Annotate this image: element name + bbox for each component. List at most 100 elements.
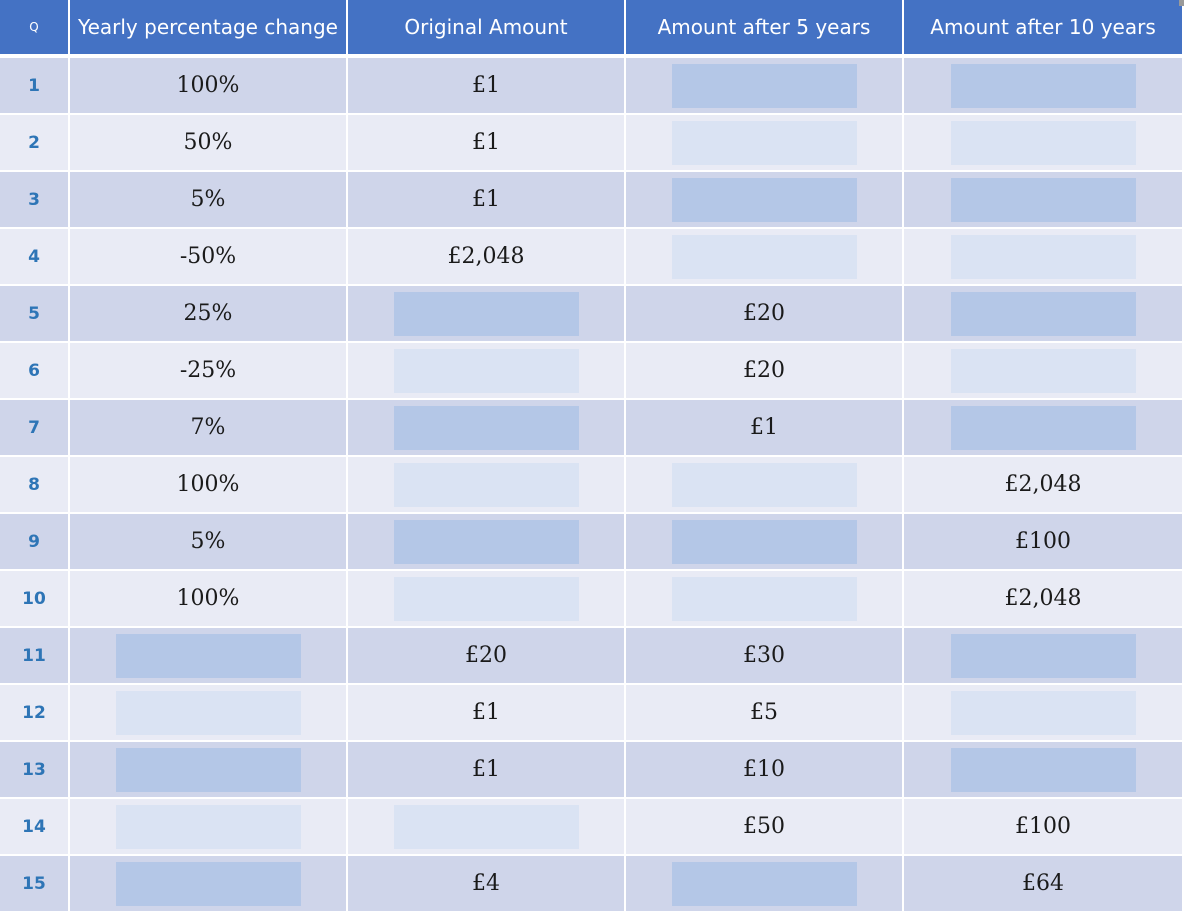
amount-after-5-years-cell: £30	[626, 628, 904, 685]
yearly-percentage-change-cell: 100%	[70, 571, 348, 628]
answer-blank-box[interactable]	[950, 177, 1136, 222]
original-amount-cell: £4	[348, 856, 626, 913]
answer-blank-cell[interactable]	[348, 400, 626, 457]
original-amount-header: Original Amount	[348, 0, 626, 58]
answer-blank-box[interactable]	[115, 861, 301, 906]
answer-blank-cell[interactable]	[626, 58, 904, 115]
original-amount-cell: £1	[348, 172, 626, 229]
answer-blank-box[interactable]	[115, 633, 301, 678]
answer-blank-cell[interactable]	[348, 799, 626, 856]
amount-after-10-years-cell: £2,048	[904, 571, 1184, 628]
answer-blank-box[interactable]	[393, 291, 579, 336]
answer-blank-cell[interactable]	[626, 172, 904, 229]
answer-blank-box[interactable]	[950, 690, 1136, 735]
answer-blank-cell[interactable]	[904, 286, 1184, 343]
answer-blank-cell[interactable]	[904, 172, 1184, 229]
question-number: 13	[0, 742, 70, 799]
question-number: 1	[0, 58, 70, 115]
yearly-percentage-change-cell: 100%	[70, 457, 348, 514]
answer-blank-box[interactable]	[671, 576, 857, 621]
answer-blank-box[interactable]	[950, 63, 1136, 108]
answer-blank-box[interactable]	[671, 120, 857, 165]
answer-blank-cell[interactable]	[348, 343, 626, 400]
question-number: 6	[0, 343, 70, 400]
answer-blank-box[interactable]	[950, 291, 1136, 336]
answer-blank-cell[interactable]	[70, 742, 348, 799]
answer-blank-cell[interactable]	[626, 457, 904, 514]
answer-blank-box[interactable]	[950, 120, 1136, 165]
answer-blank-cell[interactable]	[348, 457, 626, 514]
yearly-percentage-change-cell: -50%	[70, 229, 348, 286]
question-number: 2	[0, 115, 70, 172]
resize-handle	[1179, 0, 1184, 6]
answer-blank-box[interactable]	[671, 861, 857, 906]
answer-blank-box[interactable]	[671, 234, 857, 279]
answer-blank-box[interactable]	[393, 405, 579, 450]
yearly-percentage-change-cell: 5%	[70, 514, 348, 571]
answer-blank-cell[interactable]	[348, 514, 626, 571]
answer-blank-cell[interactable]	[904, 400, 1184, 457]
answer-blank-cell[interactable]	[904, 115, 1184, 172]
amount-after-10-years-cell: £100	[904, 799, 1184, 856]
question-number: 11	[0, 628, 70, 685]
question-number: 9	[0, 514, 70, 571]
yearly-percentage-change-cell: 7%	[70, 400, 348, 457]
yearly-percentage-change-cell: 25%	[70, 286, 348, 343]
answer-blank-cell[interactable]	[626, 571, 904, 628]
answer-blank-cell[interactable]	[626, 115, 904, 172]
answer-blank-cell[interactable]	[70, 628, 348, 685]
answer-blank-box[interactable]	[950, 348, 1136, 393]
answer-blank-cell[interactable]	[348, 571, 626, 628]
question-number: 7	[0, 400, 70, 457]
answer-blank-box[interactable]	[950, 234, 1136, 279]
answer-blank-cell[interactable]	[70, 856, 348, 913]
question-number: 4	[0, 229, 70, 286]
original-amount-cell: £1	[348, 742, 626, 799]
amount-after-5-years-cell: £20	[626, 343, 904, 400]
answer-blank-box[interactable]	[950, 405, 1136, 450]
answer-blank-cell[interactable]	[626, 856, 904, 913]
answer-blank-cell[interactable]	[904, 343, 1184, 400]
amount-after-5-years-cell: £50	[626, 799, 904, 856]
answer-blank-cell[interactable]	[348, 286, 626, 343]
amount-after-5-years-cell: £5	[626, 685, 904, 742]
amount-after-5-years-header: Amount after 5 years	[626, 0, 904, 58]
amount-after-10-years-cell: £2,048	[904, 457, 1184, 514]
question-number: 5	[0, 286, 70, 343]
answer-blank-box[interactable]	[115, 804, 301, 849]
answer-blank-cell[interactable]	[904, 628, 1184, 685]
amount-after-10-years-cell: £100	[904, 514, 1184, 571]
answer-blank-box[interactable]	[671, 177, 857, 222]
original-amount-cell: £20	[348, 628, 626, 685]
answer-blank-cell[interactable]	[70, 799, 348, 856]
answer-blank-cell[interactable]	[904, 685, 1184, 742]
answer-blank-box[interactable]	[950, 747, 1136, 792]
answer-blank-cell[interactable]	[904, 58, 1184, 115]
answer-blank-box[interactable]	[115, 747, 301, 792]
answer-blank-box[interactable]	[393, 348, 579, 393]
answer-blank-box[interactable]	[393, 519, 579, 564]
answer-blank-cell[interactable]	[904, 742, 1184, 799]
answer-blank-cell[interactable]	[70, 685, 348, 742]
question-number: 15	[0, 856, 70, 913]
original-amount-cell: £1	[348, 685, 626, 742]
question-number: 14	[0, 799, 70, 856]
q-header: Q	[0, 0, 70, 58]
yearly-percentage-change-header: Yearly percentage change	[70, 0, 348, 58]
answer-blank-cell[interactable]	[904, 229, 1184, 286]
answer-blank-box[interactable]	[671, 63, 857, 108]
amount-after-5-years-cell: £10	[626, 742, 904, 799]
yearly-percentage-change-cell: 100%	[70, 58, 348, 115]
answer-blank-box[interactable]	[393, 462, 579, 507]
answer-blank-box[interactable]	[115, 690, 301, 735]
answer-blank-box[interactable]	[671, 519, 857, 564]
answer-blank-box[interactable]	[393, 576, 579, 621]
answer-blank-box[interactable]	[950, 633, 1136, 678]
answer-blank-cell[interactable]	[626, 229, 904, 286]
answer-blank-box[interactable]	[671, 462, 857, 507]
answer-blank-box[interactable]	[393, 804, 579, 849]
question-number: 8	[0, 457, 70, 514]
original-amount-cell: £1	[348, 58, 626, 115]
answer-blank-cell[interactable]	[626, 514, 904, 571]
amount-after-5-years-cell: £20	[626, 286, 904, 343]
